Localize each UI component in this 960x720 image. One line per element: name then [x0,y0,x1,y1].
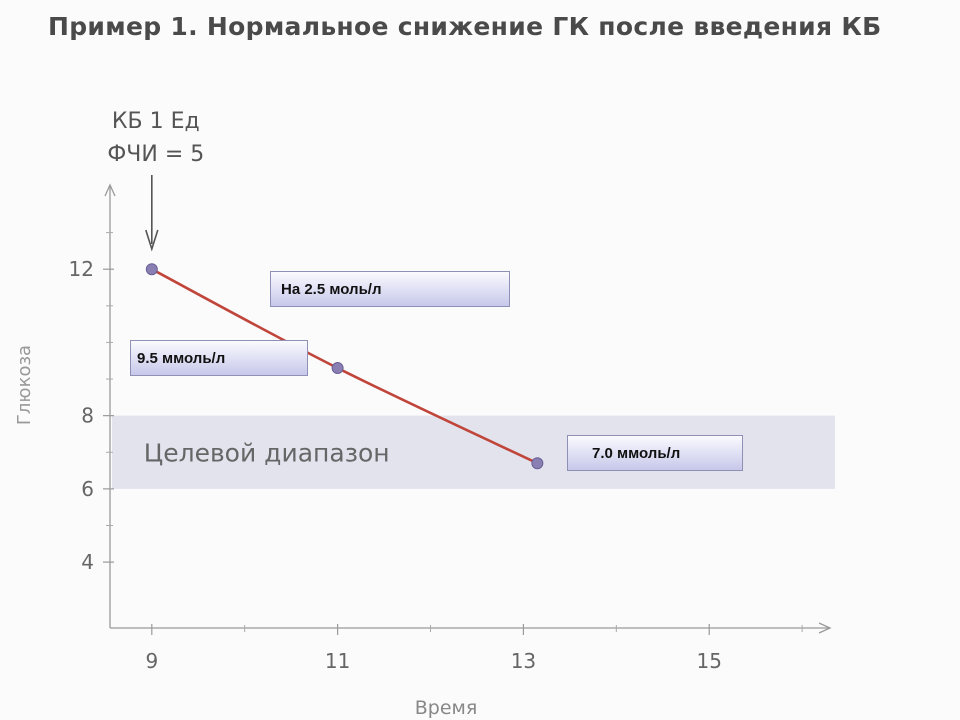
callout-start-value: 9.5 ммоль/л [130,340,308,376]
injection-label: КБ 1 Ед [112,109,200,134]
y-axis-arrow [104,183,116,197]
x-tick-label: 15 [696,649,721,673]
injection-arrow-head [145,229,159,252]
x-axis-title: Время [415,697,478,719]
chart-title: Пример 1. Нормальное снижение ГК после в… [48,12,882,41]
x-tick-label: 9 [145,649,158,673]
y-tick-label: 12 [69,257,94,281]
callout-delta: На 2.5 моль/л [270,271,510,307]
y-axis-title: Глюкоза [14,345,35,425]
data-point [331,362,344,375]
target-range-label: Целевой диапазон [144,438,390,467]
data-point [531,457,544,470]
injection-label: ФЧИ = 5 [107,142,204,167]
x-axis-arrow [818,622,832,634]
data-point [145,263,158,276]
y-tick-label: 4 [81,550,94,574]
x-tick-label: 13 [511,649,536,673]
y-tick-label: 6 [81,477,94,501]
x-tick-label: 11 [325,649,350,673]
callout-end-value: 7.0 ммоль/л [567,435,743,471]
y-tick-label: 8 [81,404,94,428]
